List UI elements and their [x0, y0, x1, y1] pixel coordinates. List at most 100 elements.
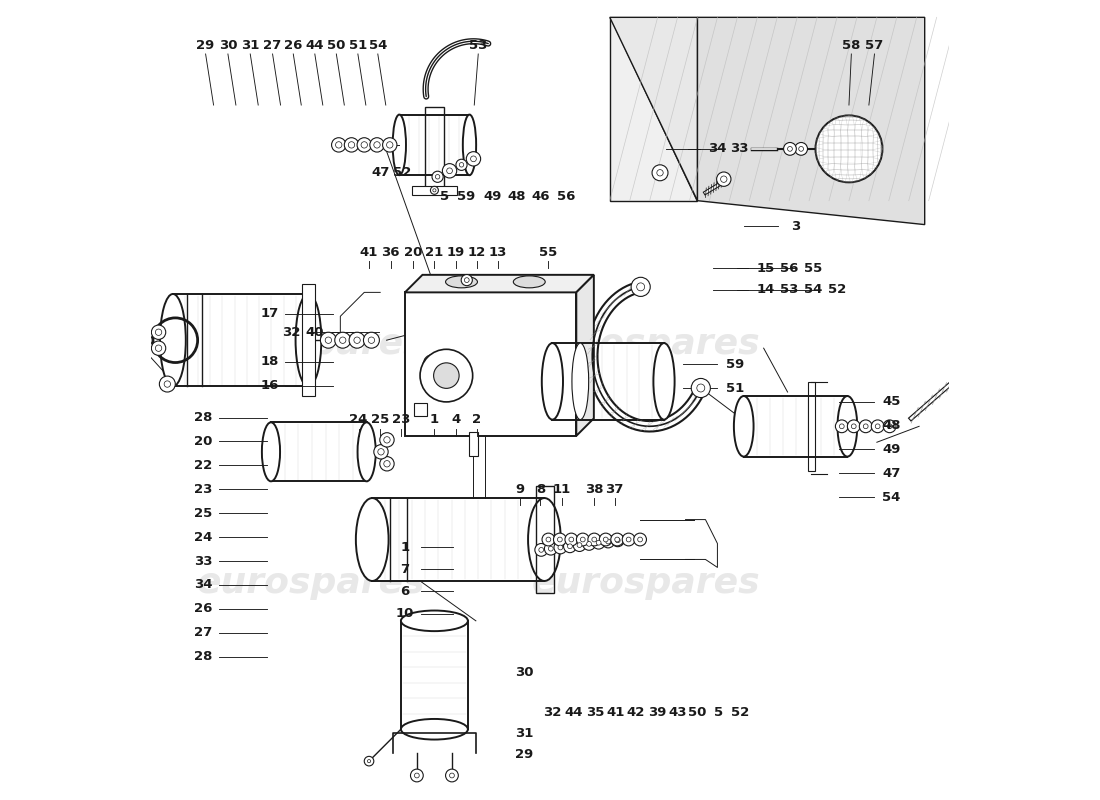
Text: 50: 50 — [327, 38, 345, 52]
Text: 19: 19 — [447, 246, 465, 259]
Circle shape — [420, 350, 473, 402]
Circle shape — [592, 536, 605, 549]
Circle shape — [859, 420, 872, 433]
Circle shape — [433, 363, 459, 388]
Circle shape — [160, 376, 175, 392]
Bar — [302, 285, 315, 396]
Circle shape — [835, 420, 848, 433]
Circle shape — [466, 152, 481, 166]
Text: 47: 47 — [882, 467, 901, 480]
Text: 42: 42 — [627, 706, 646, 719]
Ellipse shape — [734, 396, 754, 457]
Circle shape — [415, 773, 419, 778]
Bar — [405, 292, 576, 436]
Circle shape — [615, 538, 620, 542]
Circle shape — [539, 547, 543, 552]
Circle shape — [546, 537, 551, 542]
Circle shape — [576, 533, 590, 546]
Ellipse shape — [358, 422, 376, 482]
Circle shape — [164, 381, 170, 387]
Circle shape — [383, 138, 397, 152]
Circle shape — [430, 186, 439, 194]
Bar — [744, 396, 847, 457]
Circle shape — [442, 164, 456, 178]
Text: 29: 29 — [197, 38, 215, 52]
Circle shape — [364, 756, 374, 766]
Ellipse shape — [514, 276, 546, 288]
Ellipse shape — [572, 343, 588, 420]
Bar — [537, 486, 554, 593]
Text: 54: 54 — [368, 38, 387, 52]
Circle shape — [610, 533, 624, 546]
Circle shape — [876, 424, 880, 429]
Text: 23: 23 — [392, 414, 410, 426]
Circle shape — [587, 533, 601, 546]
Polygon shape — [609, 18, 697, 201]
Bar — [399, 114, 470, 175]
Circle shape — [626, 537, 631, 542]
Text: 54: 54 — [804, 283, 823, 297]
Text: 20: 20 — [194, 435, 212, 448]
Circle shape — [461, 274, 472, 286]
Ellipse shape — [653, 343, 674, 420]
Ellipse shape — [400, 719, 468, 739]
Circle shape — [379, 433, 394, 447]
Bar — [412, 186, 456, 195]
Circle shape — [326, 337, 331, 343]
Circle shape — [334, 332, 351, 348]
Text: 53: 53 — [469, 38, 487, 52]
Circle shape — [612, 534, 624, 546]
Circle shape — [155, 329, 162, 335]
Text: 49: 49 — [483, 190, 502, 203]
Polygon shape — [697, 18, 925, 225]
Bar — [400, 621, 468, 730]
Text: 12: 12 — [468, 246, 486, 259]
Text: 25: 25 — [371, 414, 389, 426]
Ellipse shape — [393, 114, 406, 175]
Circle shape — [542, 533, 554, 546]
Text: 56: 56 — [557, 190, 575, 203]
Circle shape — [549, 546, 553, 551]
Circle shape — [847, 420, 860, 433]
Circle shape — [320, 332, 337, 348]
Text: 29: 29 — [516, 748, 534, 762]
Circle shape — [460, 162, 464, 167]
Circle shape — [138, 333, 152, 347]
Ellipse shape — [400, 610, 468, 631]
Polygon shape — [405, 275, 594, 292]
Circle shape — [592, 537, 596, 542]
Circle shape — [696, 384, 705, 392]
Text: 13: 13 — [490, 246, 507, 259]
Circle shape — [600, 533, 612, 546]
Ellipse shape — [837, 396, 857, 457]
Bar — [372, 498, 544, 581]
Text: 8: 8 — [536, 482, 546, 496]
Ellipse shape — [542, 343, 563, 420]
Circle shape — [340, 337, 345, 343]
Circle shape — [602, 535, 615, 548]
Text: 56: 56 — [780, 262, 799, 275]
Circle shape — [367, 759, 371, 762]
Circle shape — [436, 174, 440, 179]
Text: 4: 4 — [451, 414, 461, 426]
Text: 24: 24 — [350, 414, 367, 426]
Circle shape — [596, 540, 601, 545]
Circle shape — [720, 176, 727, 182]
Text: 30: 30 — [219, 38, 238, 52]
Circle shape — [563, 540, 576, 553]
Text: eurospares: eurospares — [531, 566, 760, 600]
Text: 28: 28 — [194, 650, 212, 663]
Circle shape — [565, 533, 578, 546]
Text: eurospares: eurospares — [197, 566, 425, 600]
Circle shape — [638, 537, 642, 542]
Polygon shape — [609, 18, 697, 201]
Text: 31: 31 — [515, 726, 534, 740]
Circle shape — [361, 142, 367, 148]
Circle shape — [578, 542, 582, 547]
Text: 51: 51 — [726, 382, 744, 394]
Circle shape — [606, 539, 610, 544]
Circle shape — [691, 378, 711, 398]
Circle shape — [410, 769, 424, 782]
Text: 23: 23 — [194, 482, 212, 496]
Circle shape — [379, 457, 394, 471]
